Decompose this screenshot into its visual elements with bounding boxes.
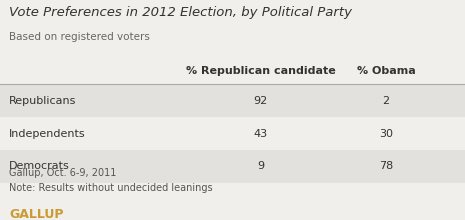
Text: 2: 2 (382, 96, 390, 106)
FancyBboxPatch shape (0, 117, 465, 150)
Text: Vote Preferences in 2012 Election, by Political Party: Vote Preferences in 2012 Election, by Po… (9, 6, 352, 19)
Text: Independents: Independents (9, 128, 86, 139)
Text: Based on registered voters: Based on registered voters (9, 32, 150, 42)
Text: Gallup, Oct. 6-9, 2011: Gallup, Oct. 6-9, 2011 (9, 168, 117, 178)
Text: 9: 9 (257, 161, 264, 171)
FancyBboxPatch shape (0, 150, 465, 183)
Text: % Obama: % Obama (357, 66, 415, 75)
Text: 30: 30 (379, 128, 393, 139)
Text: 43: 43 (253, 128, 267, 139)
Text: % Republican candidate: % Republican candidate (186, 66, 335, 75)
FancyBboxPatch shape (0, 84, 465, 117)
Text: GALLUP: GALLUP (9, 209, 64, 220)
Text: 92: 92 (253, 96, 267, 106)
Text: Note: Results without undecided leanings: Note: Results without undecided leanings (9, 183, 213, 193)
Text: Republicans: Republicans (9, 96, 77, 106)
Text: Democrats: Democrats (9, 161, 70, 171)
Text: 78: 78 (379, 161, 393, 171)
